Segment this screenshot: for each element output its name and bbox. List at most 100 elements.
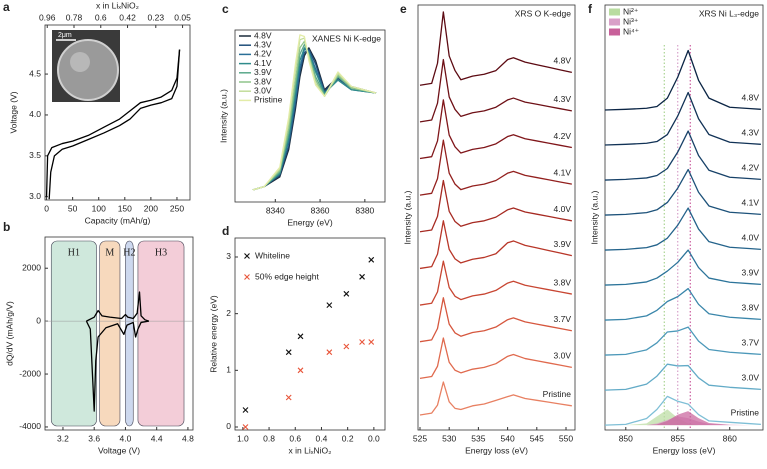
scatter-point: [343, 290, 350, 297]
series-label: 4.1V: [554, 167, 572, 177]
sem-texture: [70, 52, 90, 72]
panel-label: f: [588, 2, 593, 16]
y-tick-label: 2000: [22, 262, 41, 272]
scatter-point: [359, 273, 365, 280]
series-label: 3.9V: [742, 268, 760, 278]
x-axis-label: Energy loss (eV): [653, 445, 716, 455]
panel-label: b: [3, 220, 10, 234]
x-tick-label: 150: [118, 203, 132, 213]
panel-label: c: [222, 2, 229, 16]
series-line: [604, 326, 761, 356]
region: [50, 240, 97, 427]
series-line: [419, 139, 572, 196]
x-tick-label: 4.0: [120, 433, 132, 443]
x-tick-label: 850: [619, 433, 633, 443]
plot-frame: [44, 236, 194, 431]
y-tick-label: 2: [226, 308, 231, 318]
x-tick-label: 0.0: [368, 433, 380, 443]
y-axis-label: Intensity (a.u.): [589, 190, 599, 244]
x-tick-label: 1.0: [237, 433, 249, 443]
legend-label: 3.9V: [254, 67, 272, 77]
region-label: H1: [68, 247, 80, 258]
region-label: H3: [155, 247, 167, 258]
series-label: 4.2V: [742, 163, 760, 173]
legend-marker: [244, 274, 250, 280]
x-axis-label: Energy (eV): [287, 217, 333, 227]
y-axis-label: Intensity (a.u.): [402, 190, 412, 244]
x-tick-label: 8340: [266, 205, 285, 215]
scatter-point: [359, 339, 365, 345]
series-line: [419, 58, 572, 123]
series-line: [252, 47, 377, 191]
x-tick-label: 0.8: [263, 433, 275, 443]
x-tick-label: 525: [413, 433, 427, 443]
legend-label: 3.8V: [254, 76, 272, 86]
legend-marker: [244, 253, 250, 259]
series-line: [86, 291, 150, 322]
panel-label: e: [400, 2, 407, 16]
series-label: 3.0V: [742, 373, 760, 383]
scatter-point: [326, 349, 333, 356]
x-tick-label: 545: [530, 433, 544, 443]
series-label: 3.0V: [554, 351, 572, 361]
x-tick-label: 0.4: [316, 433, 328, 443]
series-label: Pristine: [731, 408, 760, 418]
y-tick-label: -2000: [19, 368, 41, 378]
x2-tick-label: 0.42: [119, 12, 136, 22]
x-tick-label: 200: [144, 203, 158, 213]
legend-label: Ni⁴⁺: [623, 26, 640, 36]
series-label: 4.3V: [554, 94, 572, 104]
x2-tick-label: 0.78: [66, 12, 83, 22]
series-line: [604, 287, 761, 321]
series-line: [604, 168, 761, 216]
y-axis-label: dQ/dV (mAh/g/V): [4, 301, 14, 366]
plot-frame: [604, 4, 764, 431]
sem-particle: [57, 39, 119, 101]
series-label: 3.8V: [742, 303, 760, 313]
series-line: [419, 220, 572, 270]
y-tick-label: -4000: [19, 421, 41, 431]
x-tick-label: 100: [92, 203, 106, 213]
scatter-point: [368, 339, 375, 345]
series-line: [48, 49, 181, 200]
scatter-point: [343, 343, 350, 350]
x-tick-label: 8360: [311, 205, 330, 215]
legend-label: Ni³⁺: [623, 16, 639, 26]
series-line: [252, 48, 377, 191]
x2-tick-label: 0.96: [39, 12, 56, 22]
x-axis-label: x in LiₓNiO₂: [289, 445, 332, 455]
series-line: [45, 49, 181, 197]
y-tick-label: 3.0: [29, 191, 41, 201]
annotation: XRS Ni L₃-edge: [699, 8, 759, 18]
legend-label: 3.0V: [254, 85, 272, 95]
legend-label: 50% edge height: [255, 271, 319, 281]
series-line: [419, 260, 572, 306]
plot-frame: [44, 24, 191, 201]
x-tick-label: 3.2: [57, 433, 69, 443]
series-label: Pristine: [543, 389, 572, 399]
y-tick-label: 4.0: [29, 109, 41, 119]
x-axis-label: Energy loss (eV): [465, 445, 528, 455]
x-tick-label: 855: [671, 433, 685, 443]
region: [137, 240, 185, 427]
x-tick-label: 50: [68, 203, 78, 213]
x-tick-label: 4.8: [182, 433, 194, 443]
series-line: [604, 395, 761, 426]
series-line: [252, 40, 377, 191]
series-label: 4.8V: [554, 56, 572, 66]
legend-label: Pristine: [254, 95, 283, 105]
series-line: [419, 337, 572, 379]
series-line: [419, 179, 572, 233]
x-axis-label: Voltage (V): [98, 445, 140, 455]
scatter-point: [242, 424, 249, 430]
series-label: 4.1V: [742, 198, 760, 208]
series-line: [85, 320, 149, 412]
scatter-point: [242, 407, 249, 413]
legend-label: Whiteline: [255, 250, 290, 260]
region: [99, 240, 121, 427]
y-axis-label: Intensity (a.u.): [218, 89, 228, 143]
x-tick-label: 540: [501, 433, 515, 443]
legend-label: 4.1V: [254, 58, 272, 68]
series-label: 4.3V: [742, 128, 760, 138]
